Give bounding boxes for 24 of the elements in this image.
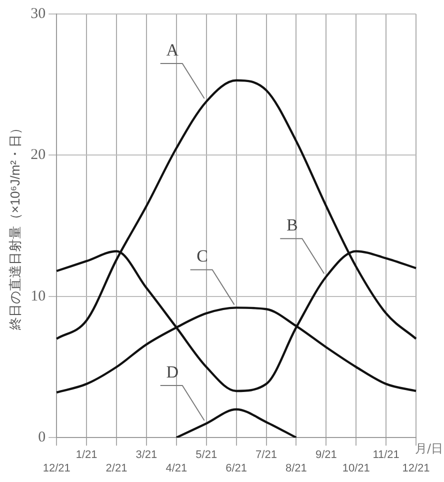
x-tick-label: 2/21 — [106, 462, 128, 474]
x-tick-label: 12/21 — [42, 462, 70, 474]
annotation: A — [166, 40, 180, 60]
annotation: D — [166, 362, 178, 382]
x-axis-title: 月/日 — [414, 442, 443, 456]
y-tick-label: 20 — [30, 147, 46, 164]
y-tick-label: 30 — [30, 6, 46, 22]
x-tick-label: 5/21 — [196, 449, 218, 462]
y-axis-title: 終日の直達日射量（×10⁶J/m²・日） — [7, 121, 22, 332]
x-tick-label: 6/21 — [226, 462, 248, 474]
annotation: B — [286, 216, 298, 235]
x-tick-label: 11/21 — [372, 449, 400, 462]
x-tick-label: 3/21 — [136, 449, 158, 462]
x-tick-label: 12/21 — [402, 462, 430, 474]
x-tick-label: 7/21 — [256, 449, 277, 462]
x-tick-label: 8/21 — [285, 462, 307, 474]
line-series — [175, 408, 298, 438]
annotation: C — [196, 246, 208, 266]
x-tick-label: 1/21 — [76, 449, 98, 462]
y-tick-label: 0 — [38, 430, 46, 446]
x-tick-label: 9/21 — [315, 449, 337, 462]
x-tick-label: 4/21 — [166, 462, 188, 474]
x-tick-label: 10/21 — [342, 462, 370, 474]
y-tick-label: 10 — [30, 288, 46, 304]
